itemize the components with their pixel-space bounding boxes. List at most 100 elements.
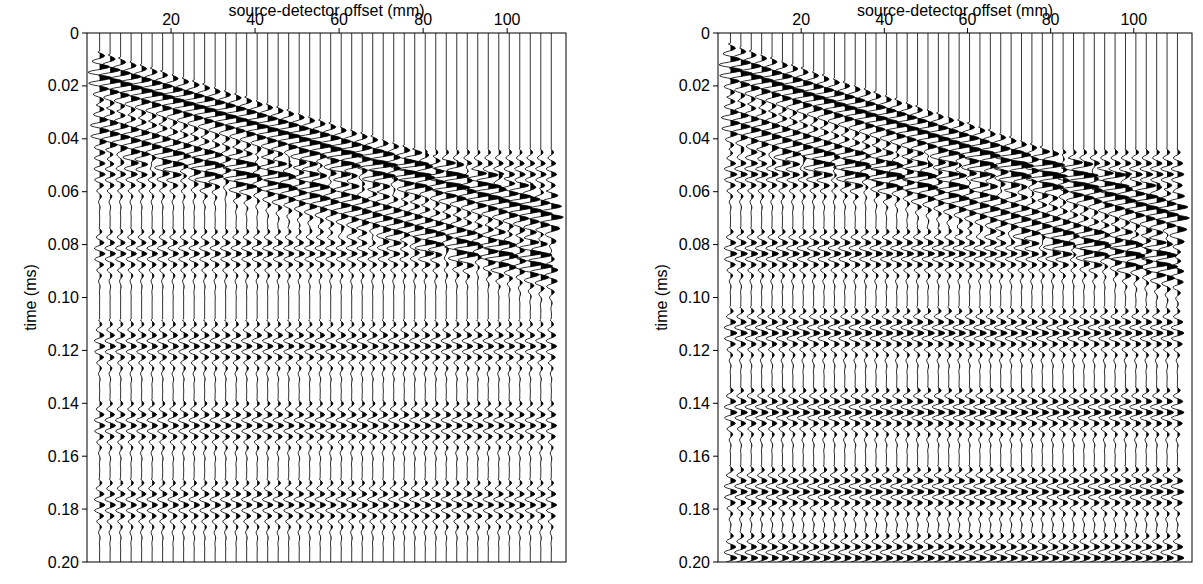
x-tick xyxy=(423,28,424,33)
trace xyxy=(1092,33,1117,562)
trace xyxy=(948,33,971,562)
trace xyxy=(413,33,437,562)
trace xyxy=(980,33,1000,562)
y-tick-label: 0.20 xyxy=(679,554,710,571)
trace xyxy=(426,33,445,562)
y-tick-label: 0.06 xyxy=(679,183,710,200)
trace xyxy=(958,33,981,562)
trace xyxy=(1051,33,1075,562)
traces xyxy=(719,33,1189,562)
y-tick xyxy=(82,244,87,245)
trace-fill xyxy=(362,33,372,562)
y-tick-label: 0.02 xyxy=(679,77,710,94)
trace xyxy=(991,33,1011,562)
x-tick xyxy=(801,28,802,33)
y-tick xyxy=(713,456,718,457)
panel: 2040608010000.020.040.060.080.100.120.14… xyxy=(653,2,1192,571)
x-tick xyxy=(339,28,340,33)
y-tick xyxy=(713,562,718,563)
trace xyxy=(729,33,752,562)
y-tick-label: 0.10 xyxy=(48,289,79,306)
trace xyxy=(1134,33,1159,562)
y-tick-label: 0.10 xyxy=(679,289,710,306)
trace xyxy=(214,33,237,562)
y-tick-label: 0 xyxy=(70,25,79,42)
trace xyxy=(885,33,908,562)
trace xyxy=(353,33,372,562)
trace-fill xyxy=(352,33,363,562)
y-tick xyxy=(713,85,718,86)
trace xyxy=(1101,33,1129,562)
trace xyxy=(120,33,143,562)
plot-frame xyxy=(718,33,1192,562)
trace xyxy=(264,33,291,562)
trace xyxy=(298,33,322,562)
trace xyxy=(151,33,174,562)
trace xyxy=(277,33,300,562)
trace xyxy=(183,33,206,562)
x-tick-label: 100 xyxy=(1120,11,1147,28)
trace xyxy=(740,33,763,562)
y-tick-label: 0.20 xyxy=(48,554,79,571)
x-tick xyxy=(967,28,968,33)
y-tick-label: 0.12 xyxy=(48,342,79,359)
trace xyxy=(529,33,553,562)
y-tick-label: 0.14 xyxy=(679,395,710,412)
trace xyxy=(965,33,994,562)
y-tick-label: 0.06 xyxy=(48,183,79,200)
trace xyxy=(498,33,521,562)
trace xyxy=(162,33,185,562)
trace xyxy=(761,33,784,562)
traces xyxy=(88,33,563,562)
y-tick xyxy=(82,509,87,510)
trace xyxy=(474,33,501,562)
y-tick xyxy=(82,297,87,298)
trace xyxy=(246,33,269,562)
y-tick xyxy=(713,244,718,245)
y-tick xyxy=(82,456,87,457)
y-tick xyxy=(82,403,87,404)
x-tick xyxy=(1133,28,1134,33)
y-tick xyxy=(82,85,87,86)
trace xyxy=(936,33,960,562)
y-tick xyxy=(82,138,87,139)
y-axis-title: time (ms) xyxy=(22,264,39,331)
y-tick-label: 0.14 xyxy=(48,395,79,412)
panel: 2040608010000.020.040.060.080.100.120.14… xyxy=(22,2,566,571)
y-tick-label: 0.18 xyxy=(48,501,79,518)
trace xyxy=(916,33,939,562)
x-tick-label: 20 xyxy=(792,11,810,28)
trace xyxy=(540,33,564,562)
y-tick xyxy=(82,350,87,351)
y-axis-title: time (ms) xyxy=(653,264,670,331)
y-tick-label: 0.08 xyxy=(679,236,710,253)
trace xyxy=(88,33,111,562)
trace xyxy=(1010,33,1033,562)
trace xyxy=(141,33,164,562)
trace xyxy=(384,33,403,562)
x-tick xyxy=(507,28,508,33)
y-tick-label: 0.16 xyxy=(679,448,710,465)
trace xyxy=(444,33,470,562)
y-tick-label: 0.08 xyxy=(48,236,79,253)
trace xyxy=(191,33,219,562)
trace xyxy=(771,33,794,562)
x-tick xyxy=(255,28,256,33)
y-tick xyxy=(713,403,718,404)
x-tick xyxy=(1050,28,1051,33)
trace xyxy=(256,33,279,562)
trace xyxy=(903,33,932,562)
trace xyxy=(517,33,543,562)
trace xyxy=(823,33,846,562)
y-tick xyxy=(82,562,87,563)
trace xyxy=(454,33,480,562)
trace xyxy=(865,33,888,562)
trace xyxy=(896,33,919,562)
y-tick xyxy=(713,350,718,351)
trace xyxy=(223,33,250,562)
y-tick-label: 0.04 xyxy=(48,130,79,147)
x-tick-label: 100 xyxy=(494,11,521,28)
y-tick-label: 0.04 xyxy=(679,130,710,147)
x-tick xyxy=(171,28,172,33)
trace xyxy=(341,33,363,562)
